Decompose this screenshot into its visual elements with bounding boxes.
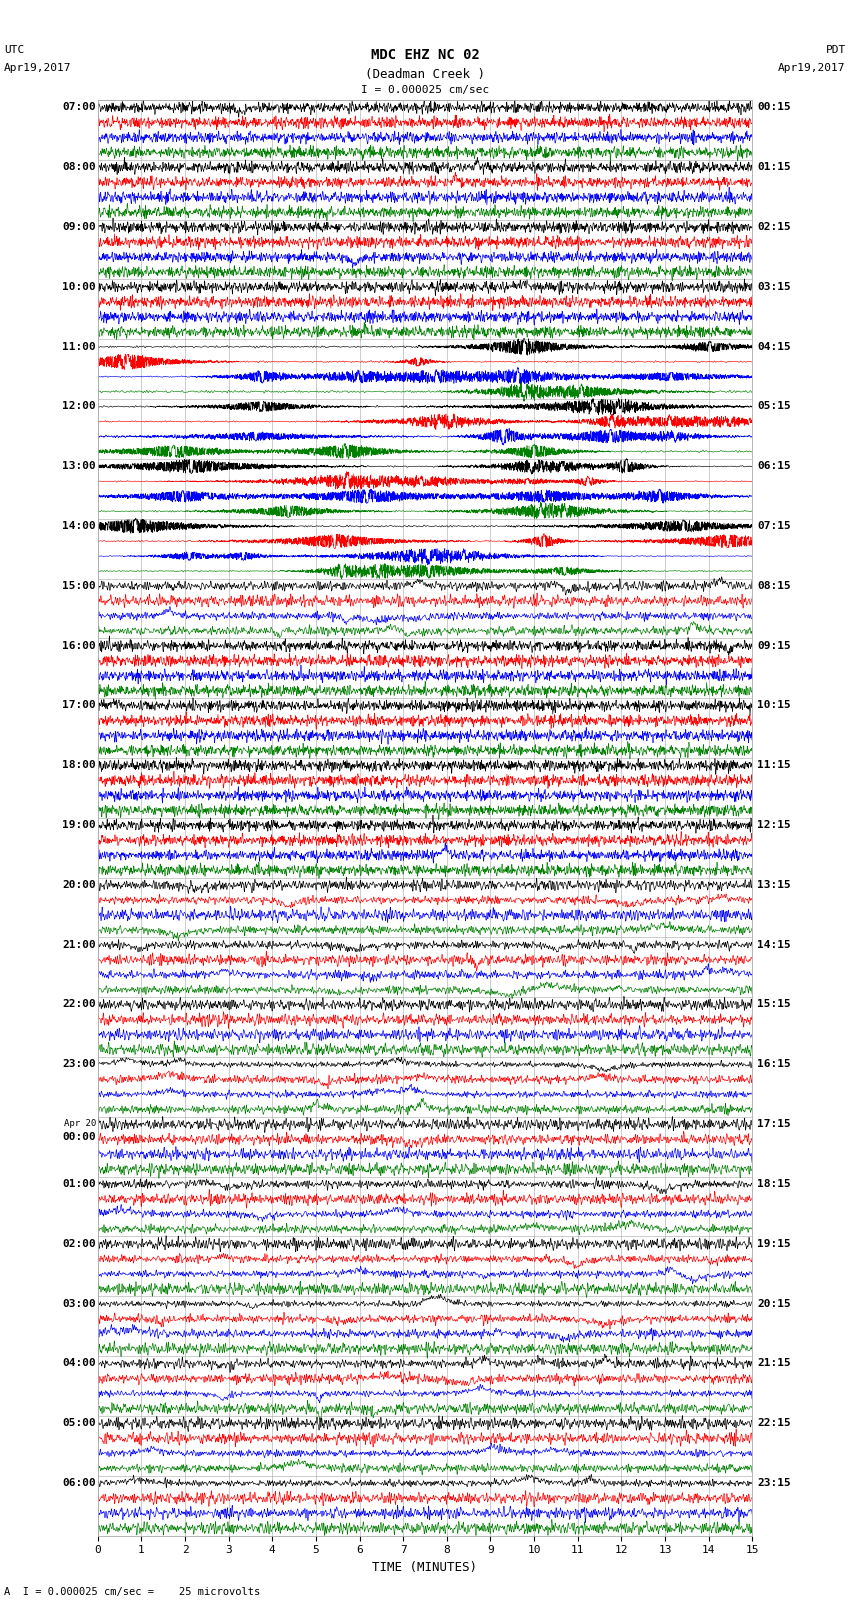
Text: 21:00: 21:00 xyxy=(62,940,96,950)
Text: 21:15: 21:15 xyxy=(757,1358,790,1368)
Text: 02:15: 02:15 xyxy=(757,223,790,232)
Text: 05:15: 05:15 xyxy=(757,402,790,411)
Text: 18:15: 18:15 xyxy=(757,1179,790,1189)
X-axis label: TIME (MINUTES): TIME (MINUTES) xyxy=(372,1561,478,1574)
Text: 20:15: 20:15 xyxy=(757,1298,790,1308)
Text: 12:15: 12:15 xyxy=(757,819,790,831)
Text: 17:00: 17:00 xyxy=(62,700,96,710)
Text: 08:15: 08:15 xyxy=(757,581,790,590)
Text: 01:00: 01:00 xyxy=(62,1179,96,1189)
Text: 04:15: 04:15 xyxy=(757,342,790,352)
Text: 10:00: 10:00 xyxy=(62,282,96,292)
Text: 00:15: 00:15 xyxy=(757,102,790,113)
Text: 01:15: 01:15 xyxy=(757,161,790,173)
Text: 04:00: 04:00 xyxy=(62,1358,96,1368)
Text: 02:00: 02:00 xyxy=(62,1239,96,1248)
Text: A  I = 0.000025 cm/sec =    25 microvolts: A I = 0.000025 cm/sec = 25 microvolts xyxy=(4,1587,260,1597)
Text: 10:15: 10:15 xyxy=(757,700,790,710)
Text: 06:15: 06:15 xyxy=(757,461,790,471)
Text: 23:00: 23:00 xyxy=(62,1060,96,1069)
Text: 11:15: 11:15 xyxy=(757,760,790,771)
Text: 13:00: 13:00 xyxy=(62,461,96,471)
Text: 03:00: 03:00 xyxy=(62,1298,96,1308)
Text: 14:00: 14:00 xyxy=(62,521,96,531)
Text: (Deadman Creek ): (Deadman Creek ) xyxy=(365,68,485,81)
Text: 14:15: 14:15 xyxy=(757,940,790,950)
Text: 09:15: 09:15 xyxy=(757,640,790,650)
Text: 08:00: 08:00 xyxy=(62,161,96,173)
Text: 15:15: 15:15 xyxy=(757,1000,790,1010)
Text: Apr19,2017: Apr19,2017 xyxy=(779,63,846,73)
Text: 16:15: 16:15 xyxy=(757,1060,790,1069)
Text: I = 0.000025 cm/sec: I = 0.000025 cm/sec xyxy=(361,85,489,95)
Text: Apr 20: Apr 20 xyxy=(64,1119,96,1127)
Text: Apr19,2017: Apr19,2017 xyxy=(4,63,71,73)
Text: 09:00: 09:00 xyxy=(62,223,96,232)
Text: 06:00: 06:00 xyxy=(62,1478,96,1489)
Text: 05:00: 05:00 xyxy=(62,1418,96,1428)
Text: MDC EHZ NC 02: MDC EHZ NC 02 xyxy=(371,48,479,63)
Text: 07:15: 07:15 xyxy=(757,521,790,531)
Text: PDT: PDT xyxy=(825,45,846,55)
Text: 12:00: 12:00 xyxy=(62,402,96,411)
Text: 15:00: 15:00 xyxy=(62,581,96,590)
Text: 07:00: 07:00 xyxy=(62,102,96,113)
Text: 20:00: 20:00 xyxy=(62,879,96,890)
Text: UTC: UTC xyxy=(4,45,25,55)
Text: 17:15: 17:15 xyxy=(757,1119,790,1129)
Text: 23:15: 23:15 xyxy=(757,1478,790,1489)
Text: 19:15: 19:15 xyxy=(757,1239,790,1248)
Text: 18:00: 18:00 xyxy=(62,760,96,771)
Text: 03:15: 03:15 xyxy=(757,282,790,292)
Text: 16:00: 16:00 xyxy=(62,640,96,650)
Text: 13:15: 13:15 xyxy=(757,879,790,890)
Text: 00:00: 00:00 xyxy=(62,1132,96,1142)
Text: 19:00: 19:00 xyxy=(62,819,96,831)
Text: 11:00: 11:00 xyxy=(62,342,96,352)
Text: 22:15: 22:15 xyxy=(757,1418,790,1428)
Text: 22:00: 22:00 xyxy=(62,1000,96,1010)
